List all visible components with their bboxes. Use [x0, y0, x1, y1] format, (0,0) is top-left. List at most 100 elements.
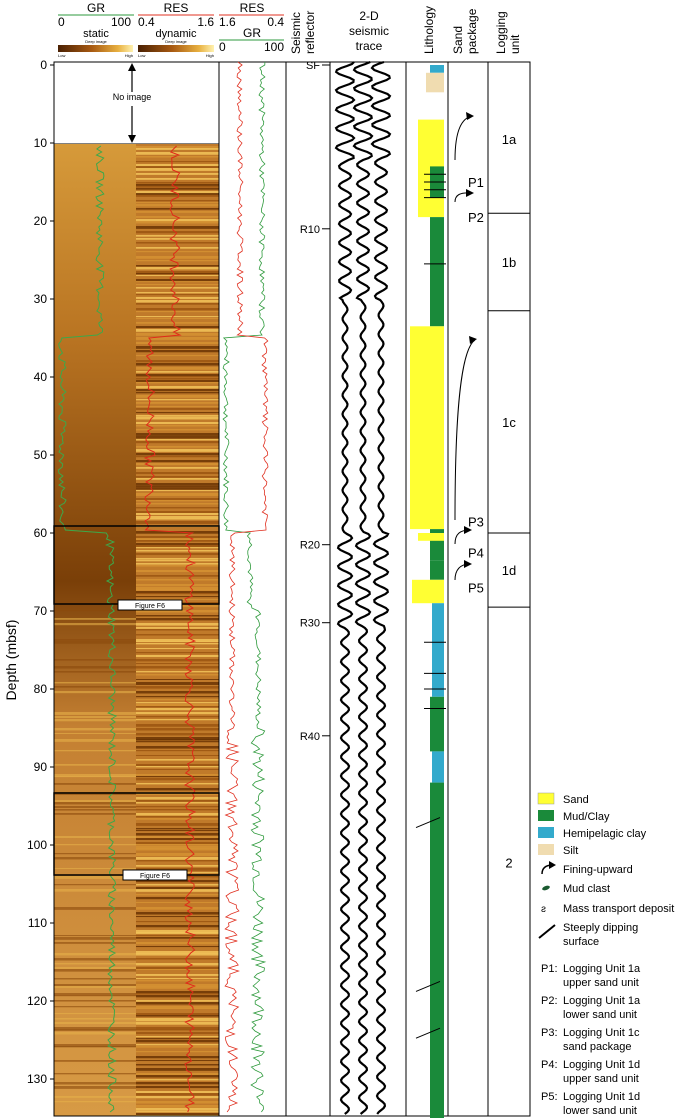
- depth-tick-label: 70: [34, 604, 48, 618]
- image-band: [136, 1006, 219, 1009]
- definition-p2-key: P2:: [541, 995, 558, 1007]
- image-band: [136, 346, 219, 349]
- image-band: [136, 378, 219, 380]
- logging-unit-label: 1b: [502, 255, 516, 270]
- res2-scale-max: 0.4: [267, 15, 284, 29]
- image-band: [136, 318, 219, 320]
- image-band: [136, 182, 219, 184]
- image-band: [54, 868, 136, 870]
- depth-tick-label: 120: [27, 994, 47, 1008]
- image-band: [136, 634, 219, 636]
- reflector-label: SF: [306, 60, 320, 72]
- image-band: [54, 937, 136, 940]
- image-band: [136, 380, 219, 383]
- lithology-segment: [432, 751, 444, 783]
- image-band: [136, 538, 219, 541]
- image-band: [136, 371, 219, 373]
- image-band: [54, 907, 136, 910]
- reflector-marks: SF R10 R20 R30 R40: [300, 60, 330, 743]
- image-band: [136, 930, 219, 933]
- image-band: [136, 429, 219, 431]
- image-band: [136, 696, 219, 698]
- image-band: [136, 838, 219, 840]
- seismic-trace-title-3: trace: [356, 39, 383, 53]
- no-image-label: No image: [113, 92, 152, 102]
- image-band: [136, 1044, 219, 1046]
- image-band: [136, 1093, 219, 1096]
- sand-package-track: P1 P2 P3 P4 P5: [447, 61, 489, 1117]
- mud-clast-icon: [542, 885, 550, 891]
- image-band: [54, 836, 136, 838]
- image-band: [136, 425, 219, 427]
- logging-unit-label: 1a: [502, 132, 517, 147]
- depth-axis: Depth (mbsf) 0 10 20 30 40 50 60 70 80 90 100 110 12…: [3, 58, 54, 1086]
- logging-unit-title-2: unit: [508, 34, 522, 54]
- definition-p4-key: P4:: [541, 1059, 558, 1071]
- image-band: [54, 857, 136, 860]
- header: GR 0 100 RES 0.4 1.6 RES 1.6 0.4 GR 0 10…: [58, 1, 522, 58]
- definition-p5-line1: Logging Unit 1d: [563, 1091, 640, 1103]
- image-band: [54, 1000, 136, 1002]
- lithology-segment: [418, 533, 444, 541]
- logging-unit-label: 1d: [502, 563, 516, 578]
- depth-tick-label: 40: [34, 370, 48, 384]
- figure-f6-label-1: Figure F6: [135, 603, 165, 610]
- image-band: [136, 360, 219, 363]
- static-label: static: [83, 28, 109, 40]
- image-band: [136, 500, 219, 502]
- image-band: [136, 639, 219, 642]
- gr2-scale-max: 100: [264, 40, 284, 54]
- legend-mud-clast-label: Mud clast: [563, 883, 610, 895]
- image-band: [136, 737, 219, 740]
- image-band: [136, 1060, 219, 1062]
- figure-f6-label-1-bg: [117, 599, 183, 611]
- image-band: [136, 195, 219, 197]
- image-band: [136, 579, 219, 581]
- definition-p1-key: P1:: [541, 963, 558, 975]
- lithology-column: [410, 65, 446, 1118]
- image-band: [136, 1073, 219, 1076]
- image-band: [136, 476, 219, 478]
- image-band: [136, 433, 219, 436]
- image-band: [136, 221, 219, 224]
- definition-p5-key: P5:: [541, 1091, 558, 1103]
- seismic-trace-track: [329, 60, 407, 1117]
- image-band: [136, 186, 219, 188]
- definition-p3-line2: sand package: [563, 1041, 632, 1053]
- image-band: [136, 764, 219, 767]
- gr-scale-max: 100: [111, 15, 131, 29]
- image-band: [136, 853, 219, 856]
- image-band: [136, 507, 219, 509]
- image-band: [136, 921, 219, 923]
- image-band: [136, 540, 219, 542]
- image-band: [136, 937, 219, 939]
- gr2-scale-min: 0: [219, 40, 226, 54]
- image-band: [136, 974, 219, 976]
- sand-packages: P1 P2 P3 P4 P5: [468, 175, 484, 596]
- res-gr-track-frame: [218, 61, 287, 1117]
- depth-tick-label: 30: [34, 292, 48, 306]
- fining-upward-arrow-3: [454, 339, 476, 521]
- image-band: [136, 294, 219, 296]
- image-band: [136, 191, 219, 194]
- image-band: [136, 652, 219, 654]
- image-band: [54, 750, 136, 752]
- legend-sand-swatch: [537, 792, 555, 805]
- image-band: [136, 1091, 219, 1094]
- lithology-segment: [412, 579, 444, 604]
- lithology-track: [405, 61, 449, 1118]
- image-band: [136, 547, 219, 549]
- image-band: [136, 284, 219, 286]
- image-band: [136, 1022, 219, 1025]
- image-band: [136, 733, 219, 736]
- image-band: [136, 1002, 219, 1005]
- image-band: [136, 907, 219, 910]
- image-band: [136, 932, 219, 935]
- definition-p1-line2: upper sand unit: [563, 977, 639, 989]
- image-band: [136, 991, 219, 994]
- arrow-head-down-icon: [128, 135, 136, 143]
- image-band: [136, 490, 219, 492]
- definitions: P1: Logging Unit 1a upper sand unit P2: …: [541, 963, 641, 1117]
- res-curve: [224, 61, 269, 1113]
- image-band: [136, 146, 219, 149]
